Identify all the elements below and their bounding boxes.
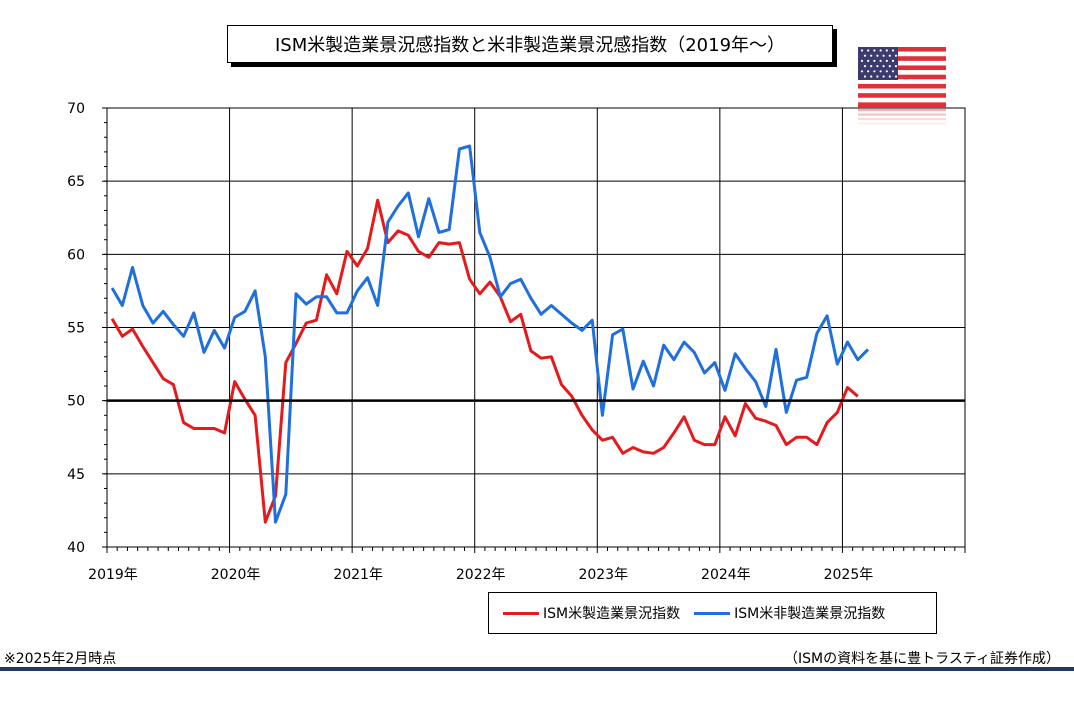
- legend-label-non-manufacturing: ISM米非製造業景況指数: [734, 606, 886, 622]
- y-tick-label: 60: [67, 247, 85, 263]
- legend-item-manufacturing: ISM米製造業景況指数: [503, 603, 680, 623]
- y-tick-label: 65: [67, 174, 85, 190]
- y-tick-label: 55: [67, 321, 85, 337]
- x-tick-label: 2023年: [578, 567, 628, 583]
- legend-label-manufacturing: ISM米製造業景況指数: [543, 606, 681, 622]
- legend-swatch-manufacturing: [503, 611, 539, 615]
- chart-title: ISM米製造業景況感指数と米非製造業景況感指数（2019年～）: [274, 35, 786, 56]
- x-tick-label: 2021年: [333, 567, 383, 583]
- grid: [106, 107, 966, 548]
- x-tick-label: 2025年: [824, 567, 874, 583]
- chart-title-box: ISM米製造業景況感指数と米非製造業景況感指数（2019年～）: [227, 25, 833, 63]
- y-tick-label: 70: [67, 101, 85, 117]
- us-flag-icon: [858, 47, 946, 127]
- legend-item-non-manufacturing: ISM米非製造業景況指数: [694, 603, 885, 623]
- series-line-non-manufacturing: [110, 144, 870, 524]
- x-tick-label: 2019年: [88, 567, 138, 583]
- footer-rule: [0, 667, 1074, 671]
- x-tick-label: 2022年: [456, 567, 506, 583]
- y-tick-label: 40: [67, 540, 85, 556]
- y-tick-label: 45: [67, 467, 85, 483]
- axes: 40 45 50 55 60 65 70 2019年 2020年 2021年 2022年 2023年 2…: [67, 101, 966, 583]
- x-tick-label: 2020年: [211, 567, 261, 583]
- legend-swatch-non-manufacturing: [694, 611, 731, 615]
- x-tick-label: 2024年: [701, 567, 751, 583]
- legend: ISM米製造業景況指数 ISM米非製造業景況指数: [488, 592, 937, 634]
- source-note: （ISMの資料を基に豊トラスティ証券作成）: [784, 651, 1060, 667]
- footnote: ※2025年2月時点: [4, 651, 117, 667]
- series: [107, 144, 965, 524]
- y-tick-label: 50: [67, 394, 85, 410]
- series-line-manufacturing: [110, 198, 859, 524]
